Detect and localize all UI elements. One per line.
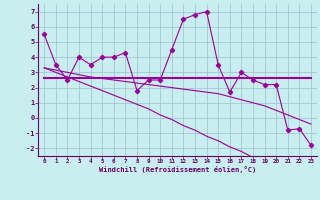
X-axis label: Windchill (Refroidissement éolien,°C): Windchill (Refroidissement éolien,°C): [99, 166, 256, 173]
